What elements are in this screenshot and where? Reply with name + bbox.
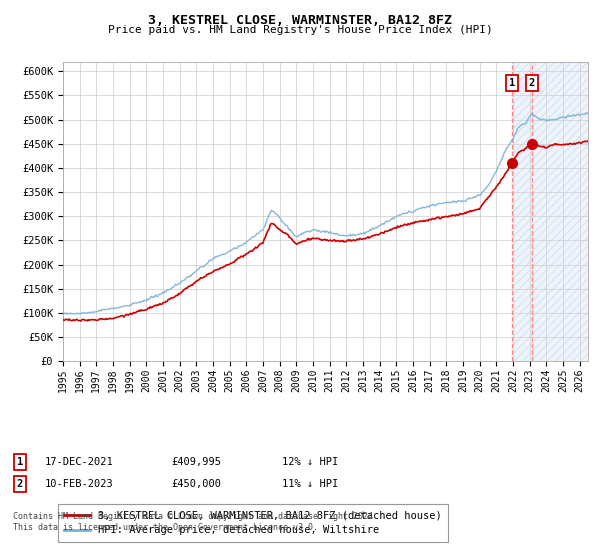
Text: 1: 1 — [509, 78, 515, 88]
Text: 2: 2 — [529, 78, 535, 88]
Text: Price paid vs. HM Land Registry's House Price Index (HPI): Price paid vs. HM Land Registry's House … — [107, 25, 493, 35]
Text: 12% ↓ HPI: 12% ↓ HPI — [282, 457, 338, 467]
Text: 17-DEC-2021: 17-DEC-2021 — [45, 457, 114, 467]
Bar — [513, 62, 588, 361]
Text: 3, KESTREL CLOSE, WARMINSTER, BA12 8FZ: 3, KESTREL CLOSE, WARMINSTER, BA12 8FZ — [148, 14, 452, 27]
Text: £409,995: £409,995 — [171, 457, 221, 467]
Text: 11% ↓ HPI: 11% ↓ HPI — [282, 479, 338, 489]
Text: Contains HM Land Registry data © Crown copyright and database right 2024.
This d: Contains HM Land Registry data © Crown c… — [13, 512, 378, 532]
Bar — [513, 62, 588, 361]
Text: 1: 1 — [17, 457, 23, 467]
Text: 10-FEB-2023: 10-FEB-2023 — [45, 479, 114, 489]
Legend: 3, KESTREL CLOSE, WARMINSTER, BA12 8FZ (detached house), HPI: Average price, det: 3, KESTREL CLOSE, WARMINSTER, BA12 8FZ (… — [58, 504, 448, 542]
Text: 2: 2 — [17, 479, 23, 489]
Text: £450,000: £450,000 — [171, 479, 221, 489]
